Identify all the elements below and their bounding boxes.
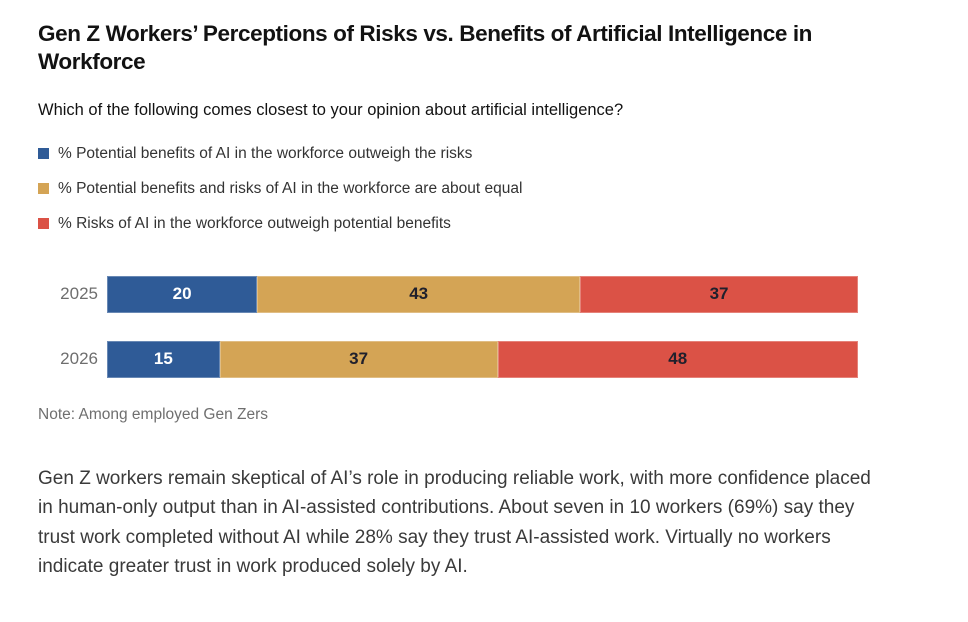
bar-segment: 37 [580,275,858,313]
survey-question: Which of the following comes closest to … [38,100,624,119]
chart-row: 2026 15 37 48 [38,340,930,378]
legend-swatch-icon [38,218,49,230]
legend-swatch-icon [38,148,49,160]
page-title: Gen Z Workers’ Perceptions of Risks vs. … [38,21,813,75]
bar-segment: 48 [497,340,858,378]
bar-2025: 20 43 37 [107,275,858,313]
legend-item: % Potential benefits and risks of AI in … [38,179,930,199]
category-label: 2025 [60,284,98,304]
legend-item: % Risks of AI in the workforce outweigh … [38,214,930,234]
chart-legend: % Potential benefits of AI in the workfo… [38,144,930,234]
category-label: 2026 [60,349,98,369]
bar-segment: 20 [107,275,258,313]
stacked-bar-chart: 2025 20 43 37 2026 15 37 48 [38,275,930,378]
bar-segment: 43 [257,275,581,313]
legend-label: % Risks of AI in the workforce outweigh … [58,214,451,232]
legend-item: % Potential benefits of AI in the workfo… [38,144,930,164]
chart-row: 2025 20 43 37 [38,275,930,313]
legend-label: % Potential benefits and risks of AI in … [58,179,523,197]
legend-label: % Potential benefits of AI in the workfo… [58,144,473,162]
bar-segment: 37 [219,340,498,378]
body-paragraph: Gen Z workers remain skeptical of AI’s r… [38,467,871,577]
bar-segment: 15 [107,340,220,378]
legend-swatch-icon [38,183,49,195]
chart-note: Note: Among employed Gen Zers [38,405,269,423]
bar-2026: 15 37 48 [107,340,858,378]
